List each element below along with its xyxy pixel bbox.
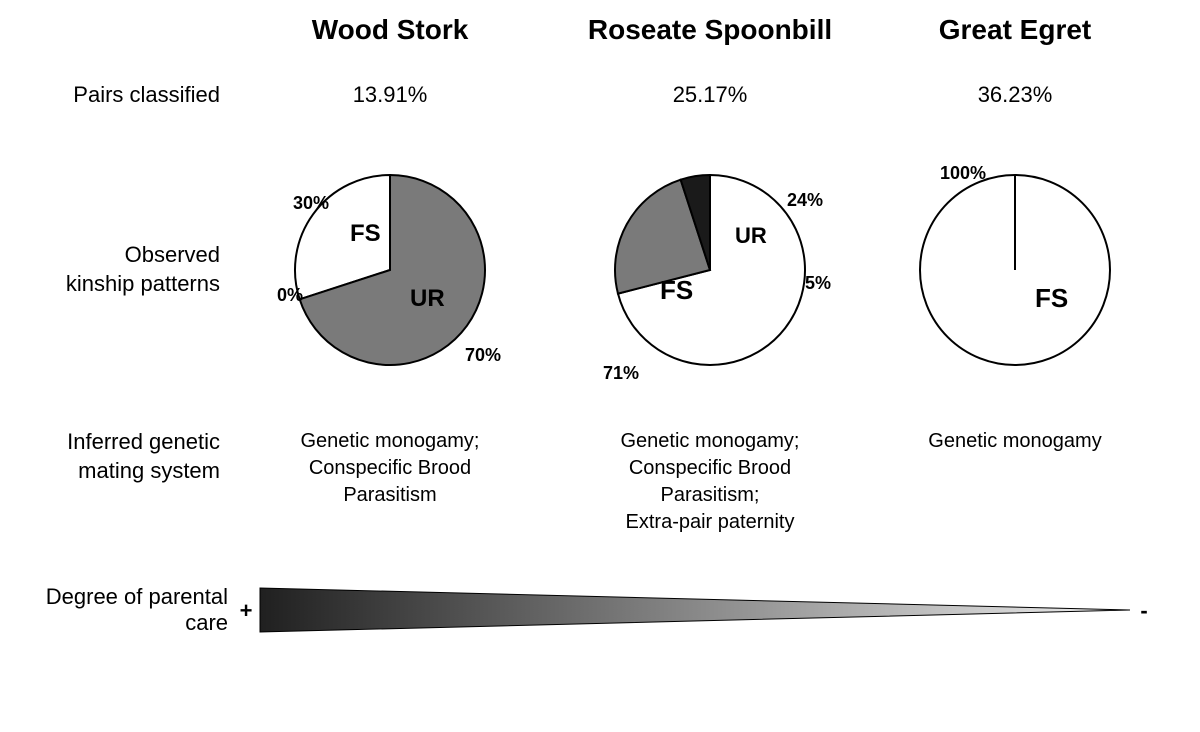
mating-line: Extra-pair paternity: [540, 509, 880, 536]
pie-great-egret: 100% FS: [910, 165, 1120, 375]
mating-line: Genetic monogamy;: [240, 428, 540, 455]
pairs-great-egret: 36.23%: [880, 82, 1150, 108]
pie-annotation: 30%: [293, 193, 329, 214]
row-label-mating-l2: mating system: [0, 457, 220, 486]
pie-cell-roseate-spoonbill: 24% UR HS 5% FS 71%: [540, 130, 880, 410]
pie-annotation: 100%: [940, 163, 986, 184]
mating-line: Parasitism;: [540, 482, 880, 509]
mating-line: Genetic monogamy;: [540, 428, 880, 455]
row-label-parental: Degree of parental care: [0, 584, 240, 636]
pie-annotation: 70%: [465, 345, 501, 366]
pie-cell-great-egret: 100% FS: [880, 130, 1150, 410]
pie-wood-stork: 30%FS0%UR70%: [285, 165, 495, 375]
spacer: [0, 0, 240, 60]
row-label-kinship: Observed kinship patterns: [0, 130, 240, 410]
pie-annotation: 0%: [277, 285, 303, 306]
mating-great-egret: Genetic monogamy: [880, 420, 1150, 455]
pairs-roseate-spoonbill: 25.17%: [540, 82, 880, 108]
pie-cell-wood-stork: 30% FS 0% UR 70%: [240, 130, 540, 410]
pie-annotation: UR: [410, 285, 445, 313]
row-label-kinship-l1: Observed: [0, 241, 220, 270]
pie-annotation: UR: [735, 223, 767, 249]
pie-annotation: FS: [1035, 283, 1068, 314]
parental-care-gradient-icon: +-: [240, 580, 1150, 640]
pairs-wood-stork: 13.91%: [240, 82, 540, 108]
mating-line: Conspecific Brood: [540, 455, 880, 482]
pie-chart-icon: [910, 165, 1120, 375]
pie-annotation: 24%: [787, 190, 823, 211]
gradient-cell: +-: [240, 570, 1150, 650]
row-label-mating-l1: Inferred genetic: [0, 428, 220, 457]
row-label-mating: Inferred genetic mating system: [0, 420, 240, 485]
row-label-kinship-l2: kinship patterns: [0, 270, 220, 299]
svg-text:-: -: [1140, 598, 1147, 623]
mating-line: Genetic monogamy: [880, 428, 1150, 455]
svg-text:+: +: [240, 598, 252, 623]
pie-annotation: HS: [759, 265, 778, 281]
pie-roseate-spoonbill: 24%URHS5%FS71%: [605, 165, 815, 375]
mating-line: Conspecific Brood: [240, 455, 540, 482]
row-label-pairs: Pairs classified: [0, 82, 240, 108]
pie-chart-icon: [605, 165, 815, 375]
pie-annotation: 5%: [805, 273, 831, 294]
pie-annotation: FS: [660, 275, 693, 306]
mating-line: Parasitism: [240, 482, 540, 509]
col-header-great-egret: Great Egret: [880, 14, 1150, 46]
col-header-roseate-spoonbill: Roseate Spoonbill: [540, 14, 880, 46]
pie-annotation: FS: [350, 220, 381, 248]
mating-roseate-spoonbill: Genetic monogamy;Conspecific BroodParasi…: [540, 420, 880, 536]
pie-annotation: 71%: [603, 363, 639, 384]
mating-wood-stork: Genetic monogamy;Conspecific BroodParasi…: [240, 420, 540, 509]
col-header-wood-stork: Wood Stork: [240, 14, 540, 46]
figure-grid: Wood Stork Roseate Spoonbill Great Egret…: [0, 0, 1200, 650]
